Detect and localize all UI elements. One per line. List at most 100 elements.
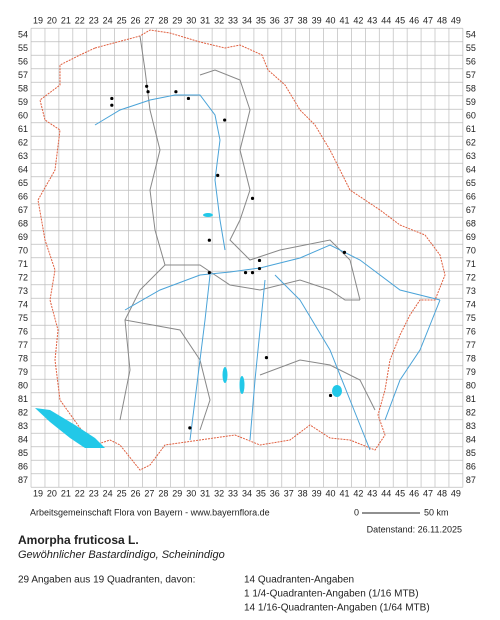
column-label: 35 xyxy=(256,489,266,499)
column-label: 46 xyxy=(409,489,419,499)
column-label: 27 xyxy=(144,16,154,26)
record-dot xyxy=(250,196,255,200)
species-name: Amorpha fruticosa L. xyxy=(18,533,139,547)
column-label: 22 xyxy=(75,489,85,499)
column-label: 47 xyxy=(423,489,433,499)
column-label: 30 xyxy=(186,16,196,26)
column-label: 20 xyxy=(47,16,57,26)
lake xyxy=(203,213,213,217)
column-label: 45 xyxy=(395,489,405,499)
column-label: 24 xyxy=(103,16,113,26)
column-label: 31 xyxy=(200,489,210,499)
column-label: 21 xyxy=(61,16,71,26)
row-label: 74 xyxy=(466,299,476,309)
record-dot xyxy=(207,271,211,275)
row-label: 57 xyxy=(466,70,476,80)
row-label: 82 xyxy=(18,407,28,417)
column-label: 20 xyxy=(47,489,57,499)
row-label: 75 xyxy=(18,313,28,323)
row-label: 82 xyxy=(466,407,476,417)
column-label: 30 xyxy=(186,489,196,499)
grid xyxy=(30,27,464,488)
row-label: 71 xyxy=(18,259,28,269)
record-dot xyxy=(110,96,114,101)
lake-ammersee xyxy=(222,367,228,383)
record-dot xyxy=(223,118,227,122)
column-label: 26 xyxy=(131,16,141,26)
row-label: 64 xyxy=(18,164,28,174)
row-label: 75 xyxy=(466,313,476,323)
row-label: 81 xyxy=(18,394,28,404)
row-label: 66 xyxy=(466,191,476,201)
column-label: 44 xyxy=(381,489,391,499)
lake-starnberg xyxy=(239,376,245,394)
record-dot xyxy=(186,96,191,101)
river xyxy=(384,299,441,421)
row-label: 63 xyxy=(18,151,28,161)
column-label: 37 xyxy=(284,16,294,26)
district-border xyxy=(165,264,360,301)
record-dot xyxy=(342,250,347,254)
row-label: 54 xyxy=(466,29,476,39)
row-label: 57 xyxy=(18,70,28,80)
column-label: 42 xyxy=(353,489,363,499)
column-label: 49 xyxy=(451,16,461,26)
column-label: 41 xyxy=(339,489,349,499)
row-label: 62 xyxy=(18,137,28,147)
row-label: 68 xyxy=(466,218,476,228)
row-label: 58 xyxy=(466,83,476,93)
column-label: 25 xyxy=(117,16,127,26)
column-label: 19 xyxy=(33,16,43,26)
river xyxy=(249,279,266,441)
record-dot xyxy=(250,271,255,275)
column-label: 35 xyxy=(256,16,266,26)
column-label: 42 xyxy=(353,16,363,26)
column-label: 33 xyxy=(228,16,238,26)
column-label: 36 xyxy=(270,489,280,499)
column-label: 40 xyxy=(326,16,336,26)
record-dot xyxy=(264,356,269,360)
river xyxy=(124,244,441,311)
row-label: 71 xyxy=(466,259,476,269)
row-label: 58 xyxy=(18,83,28,93)
detail: 1 1/4-Quadranten-Angaben (1/16 MTB) xyxy=(244,589,419,600)
row-label: 61 xyxy=(18,124,28,134)
column-label: 22 xyxy=(75,16,85,26)
record-dot xyxy=(174,90,178,94)
column-label: 48 xyxy=(437,489,447,499)
row-label: 79 xyxy=(18,367,28,377)
column-label: 45 xyxy=(395,16,405,26)
row-label: 72 xyxy=(466,272,476,282)
record-dot xyxy=(243,271,248,275)
detail: 14 Quadranten-Angaben xyxy=(244,575,354,586)
column-label: 38 xyxy=(298,16,308,26)
row-label: 56 xyxy=(466,56,476,66)
row-label: 83 xyxy=(18,421,28,431)
bavaria-border xyxy=(37,29,446,471)
column-label: 32 xyxy=(214,489,224,499)
column-label: 32 xyxy=(214,16,224,26)
row-label: 84 xyxy=(18,434,28,444)
district-border xyxy=(124,319,211,431)
column-label: 19 xyxy=(33,489,43,499)
column-label: 21 xyxy=(61,489,71,499)
detail: 14 1/16-Quadranten-Angaben (1/64 MTB) xyxy=(244,603,430,614)
row-label: 69 xyxy=(466,232,476,242)
column-label: 41 xyxy=(339,16,349,26)
record-dot xyxy=(146,90,150,94)
column-label: 23 xyxy=(89,489,99,499)
column-label: 44 xyxy=(381,16,391,26)
river xyxy=(189,274,211,441)
column-label: 43 xyxy=(367,16,377,26)
row-label: 67 xyxy=(466,205,476,215)
column-label: 49 xyxy=(451,489,461,499)
row-label: 78 xyxy=(466,353,476,363)
scale-start: 0 xyxy=(354,507,359,517)
row-label: 60 xyxy=(466,110,476,120)
column-label: 40 xyxy=(326,489,336,499)
column-label: 34 xyxy=(242,16,252,26)
row-label: 80 xyxy=(466,380,476,390)
row-label: 54 xyxy=(18,29,28,39)
lake-chiemsee xyxy=(332,385,342,397)
